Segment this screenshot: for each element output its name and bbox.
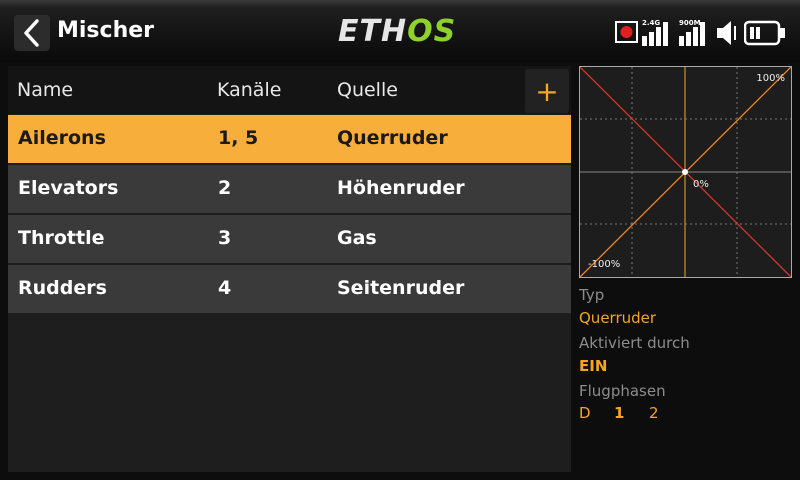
column-header-source: Quelle [337,79,398,101]
signal-24-label: 2.4G [642,19,661,27]
record-icon [615,18,639,48]
row-name: Ailerons [18,127,106,149]
type-value: Querruder [579,309,657,327]
row-channels: 1, 5 [218,127,259,149]
row-channels: 3 [218,227,232,249]
add-mixer-button[interactable]: + [525,69,569,113]
flight-phases-label: Flugphasen [579,382,666,400]
signal-24-bars-icon [640,18,672,48]
top-bar: Mischer ETHOS 2.4G 900M [0,0,800,62]
flight-phase-1: 1 [614,404,625,422]
table-row-rudders[interactable]: Rudders 4 Seitenruder [8,265,571,313]
row-source: Querruder [337,127,448,149]
activated-by-label: Aktiviert durch [579,334,690,352]
graph-label-center: 0% [693,179,709,190]
back-button[interactable] [14,15,50,51]
column-header-channels: Kanäle [217,79,282,101]
table-header: Name Kanäle Quelle + [8,66,571,114]
row-channels: 4 [218,277,232,299]
row-source: Gas [337,227,377,249]
graph-label-min: -100% [588,259,621,270]
signal-900-bars-icon [677,18,709,48]
type-label: Typ [579,286,605,304]
row-name: Elevators [18,177,119,199]
plus-icon: + [535,75,559,108]
battery-icon [744,18,786,48]
flight-phase-2: 2 [649,404,659,422]
page-title: Mischer [57,18,155,43]
row-source: Seitenruder [337,277,465,299]
mixer-curve-graph: 100% 0% -100% [579,66,792,278]
table-row-elevators[interactable]: Elevators 2 Höhenruder [8,165,571,213]
row-source: Höhenruder [337,177,465,199]
speaker-icon [716,18,742,48]
flight-phase-d: D [579,404,591,422]
row-name: Throttle [18,227,105,249]
curve-center-point [682,169,688,175]
curve-plot [580,67,791,277]
table-row-throttle[interactable]: Throttle 3 Gas [8,215,571,263]
row-name: Rudders [18,277,107,299]
row-channels: 2 [218,177,232,199]
table-row-ailerons[interactable]: Ailerons 1, 5 Querruder [8,115,571,163]
column-header-name: Name [17,79,74,101]
mixer-list-panel: Name Kanäle Quelle + Ailerons 1, 5 Querr… [8,66,571,472]
activated-by-value: EIN [579,357,608,375]
ethos-logo: ETHOS [338,14,457,49]
graph-label-max: 100% [756,73,785,84]
chevron-left-icon [24,19,39,47]
signal-900-label: 900M [679,19,701,27]
